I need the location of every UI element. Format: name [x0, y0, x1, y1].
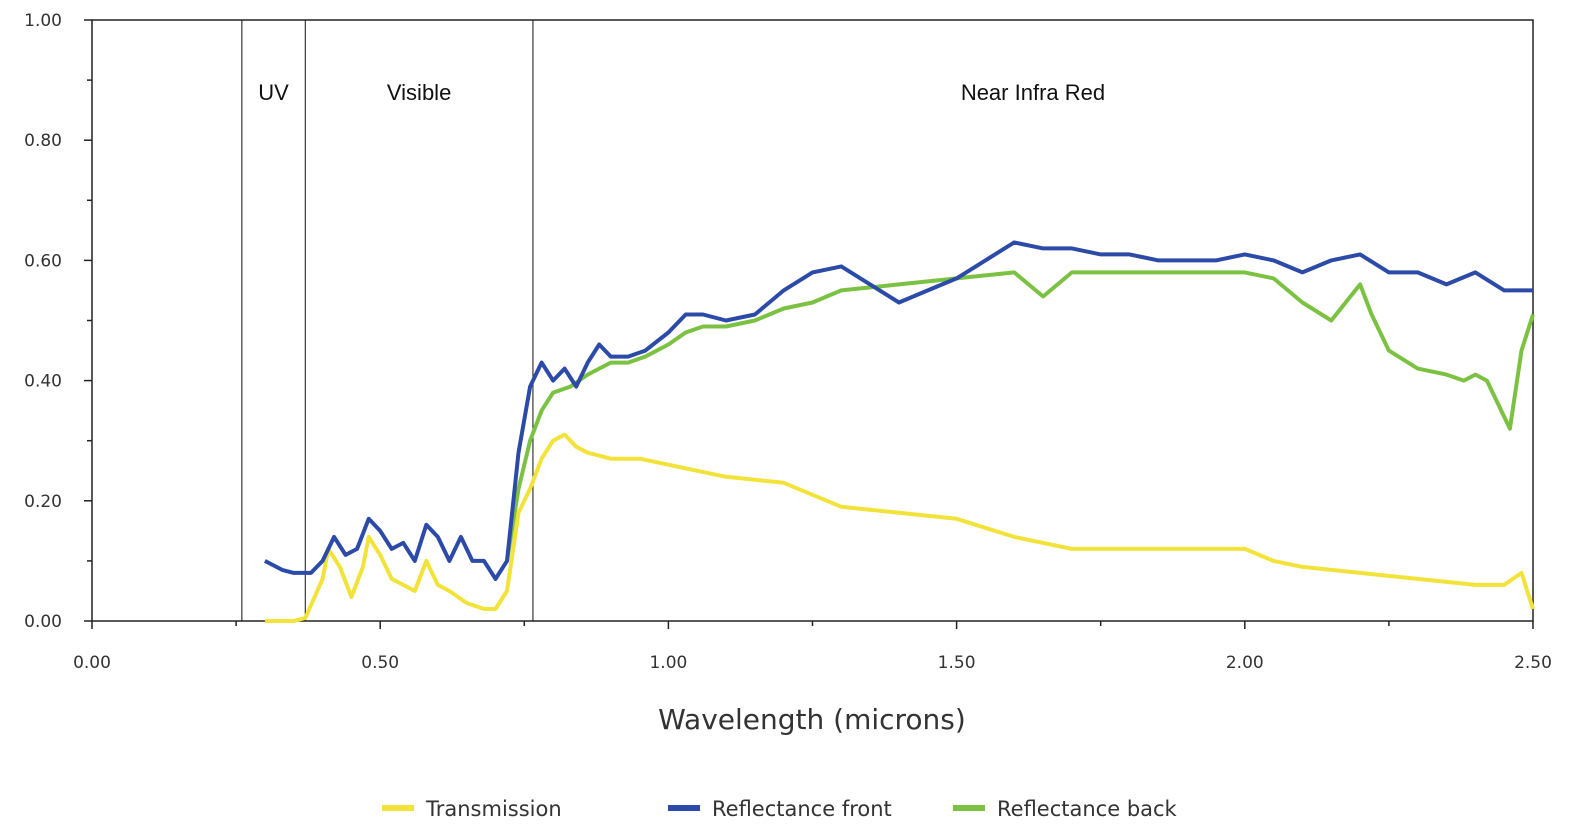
- series-line-1: [263, 240, 1533, 581]
- series-line-2: [505, 270, 1535, 562]
- region-label-0: UV: [258, 80, 289, 105]
- region-label-1: Visible: [387, 80, 451, 105]
- x-tick-label: 1.50: [938, 653, 976, 673]
- x-tick-label: 0.50: [361, 653, 399, 673]
- region-labels: UV Visible Near Infra Red: [258, 80, 1105, 105]
- x-axis-title: Wavelength (microns): [658, 703, 966, 736]
- series-layer: [263, 240, 1535, 623]
- legend: Transmission Reflectance front Reflectance…: [382, 797, 1178, 821]
- x-tick-label: 2.00: [1226, 653, 1264, 673]
- plot-area: [91, 19, 1534, 622]
- y-tick-label: 0.40: [24, 372, 62, 392]
- y-tick-label: 1.00: [24, 11, 62, 31]
- y-tick-label: 0.00: [24, 612, 62, 632]
- y-tick-label: 0.80: [24, 131, 62, 151]
- x-tick-label: 2.50: [1514, 653, 1552, 673]
- y-axis: 0.00 0.20 0.40 0.60 0.80 1.00: [24, 11, 92, 632]
- legend-item-0: Transmission: [382, 797, 562, 821]
- legend-item-2: Reflectance back: [953, 797, 1178, 821]
- series-line-0: [264, 432, 1535, 623]
- y-tick-label: 0.60: [24, 251, 62, 271]
- legend-item-1: Reflectance front: [668, 797, 892, 821]
- x-tick-label: 0.00: [73, 653, 111, 673]
- legend-label-0: Transmission: [425, 797, 562, 821]
- legend-label-2: Reflectance back: [997, 797, 1178, 821]
- y-tick-label: 0.20: [24, 492, 62, 512]
- region-dividers: [241, 20, 534, 621]
- x-axis: 0.00 0.50 1.00 1.50 2.00 2.50: [73, 621, 1552, 673]
- legend-label-1: Reflectance front: [712, 797, 892, 821]
- region-label-2: Near Infra Red: [961, 80, 1105, 105]
- x-tick-label: 1.00: [649, 653, 687, 673]
